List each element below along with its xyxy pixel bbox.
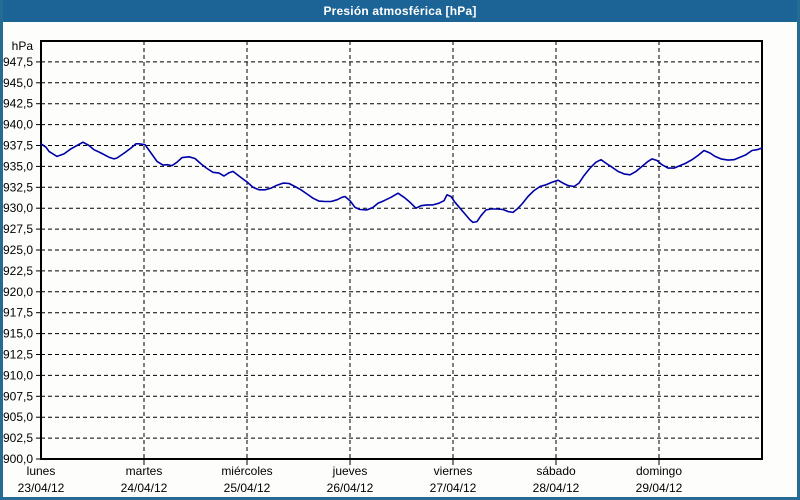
x-day-name-label: lunes (27, 464, 56, 478)
window-title: Presión atmosférica [hPa] (323, 4, 477, 18)
chart-area: 947,5 945,0 942,5 940,0 937,5 935,0 932,5 930,0… (3, 22, 797, 497)
x-date-label: 28/04/12 (533, 481, 580, 495)
y-tick-label: 937,5 (3, 139, 33, 153)
y-tick-label: 912,5 (3, 348, 33, 362)
x-day-name-label: viernes (434, 464, 473, 478)
pressure-chart: 947,5 945,0 942,5 940,0 937,5 935,0 932,5 930,0… (3, 39, 763, 495)
y-tick-label: 917,5 (3, 306, 33, 320)
y-tick-label: 930,0 (3, 201, 33, 215)
x-day-name-label: miércoles (221, 464, 272, 478)
y-tick-label: 945,0 (3, 76, 33, 90)
y-tick-label: 925,0 (3, 243, 33, 257)
x-date-label: 26/04/12 (327, 481, 374, 495)
y-tick-label: 942,5 (3, 97, 33, 111)
y-tick-label: 927,5 (3, 222, 33, 236)
y-tick-label: 900,0 (3, 452, 33, 466)
title-bar: Presión atmosférica [hPa] (3, 0, 797, 22)
y-tick-label: 910,0 (3, 368, 33, 382)
x-day-name-label: sábado (536, 464, 576, 478)
y-tick-label: 907,5 (3, 389, 33, 403)
y-tick-label: 940,0 (3, 118, 33, 132)
y-tick-label: 920,0 (3, 285, 33, 299)
x-day-name-label: jueves (332, 464, 368, 478)
x-date-label: 24/04/12 (121, 481, 168, 495)
x-day-name-label: domingo (636, 464, 682, 478)
y-tick-label: 935,0 (3, 159, 33, 173)
y-tick-label: 915,0 (3, 327, 33, 341)
x-day-name-label: martes (126, 464, 163, 478)
y-tick-label: 932,5 (3, 180, 33, 194)
x-date-label: 25/04/12 (224, 481, 271, 495)
y-axis-unit-label: hPa (12, 39, 34, 53)
x-date-label: 29/04/12 (636, 481, 683, 495)
x-date-label: 23/04/12 (18, 481, 65, 495)
plot-frame (40, 40, 763, 460)
y-tick-label: 922,5 (3, 264, 33, 278)
y-tick-label: 902,5 (3, 431, 33, 445)
y-tick-label: 905,0 (3, 410, 33, 424)
y-tick-label: 947,5 (3, 55, 33, 69)
x-date-label: 27/04/12 (430, 481, 477, 495)
pressure-series-line (40, 141, 763, 224)
